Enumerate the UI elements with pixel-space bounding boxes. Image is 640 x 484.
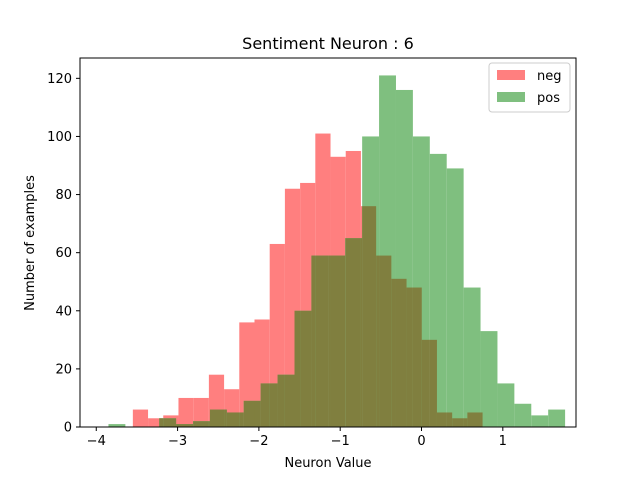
bar-overlap — [285, 375, 295, 427]
legend-swatch-pos — [497, 92, 525, 102]
bar-overlap — [210, 410, 224, 427]
bar-overlap — [452, 418, 463, 427]
bar-overlap — [362, 206, 376, 427]
bar-overlap — [209, 421, 210, 427]
y-tick-label: 40 — [55, 304, 72, 319]
y-tick-label: 100 — [47, 130, 72, 145]
bar-overlap — [430, 340, 437, 427]
bar-overlap — [467, 412, 480, 427]
bar-overlap — [239, 412, 243, 427]
x-tick-label: −4 — [87, 434, 106, 449]
bar-overlap — [391, 279, 396, 427]
y-tick-label: 80 — [55, 188, 72, 203]
bar-overlap — [481, 412, 483, 427]
bar-overlap — [261, 383, 270, 427]
bar-overlap — [447, 412, 452, 427]
legend-label-pos: pos — [537, 91, 560, 106]
bar-pos — [464, 288, 481, 427]
bar-pos — [497, 383, 514, 427]
x-tick-label: −3 — [168, 434, 187, 449]
bar-neg — [178, 398, 193, 427]
legend: neg pos — [489, 63, 570, 112]
chart-title: Sentiment Neuron : 6 — [242, 34, 414, 53]
bar-pos — [548, 410, 565, 427]
bar-overlap — [194, 421, 209, 427]
bar-overlap — [193, 421, 194, 427]
y-axis-label: Number of examples — [23, 175, 38, 311]
bar-overlap — [413, 288, 422, 427]
bar-overlap — [331, 256, 346, 427]
bar-overlap — [328, 256, 330, 427]
y-tick-label: 20 — [55, 362, 72, 377]
bar-overlap — [407, 288, 413, 427]
bar-neg — [133, 410, 148, 427]
bar-overlap — [159, 418, 163, 427]
bar-overlap — [163, 418, 176, 427]
y-tick-label: 60 — [55, 246, 72, 261]
x-tick-label: 1 — [499, 434, 507, 449]
y-tick-label: 120 — [47, 72, 72, 87]
bar-overlap — [379, 256, 391, 427]
x-tick-label: 0 — [417, 434, 425, 449]
y-tick-label: 0 — [64, 421, 72, 436]
x-axis-label: Neuron Value — [284, 456, 371, 471]
bar-pos — [481, 331, 498, 427]
bar-overlap — [278, 375, 285, 427]
bar-overlap — [311, 256, 315, 427]
bar-overlap — [227, 412, 239, 427]
bar-overlap — [315, 256, 328, 427]
bar-overlap — [396, 279, 407, 427]
bar-pos — [447, 168, 464, 427]
bar-overlap — [300, 311, 311, 427]
bar-overlap — [224, 410, 227, 427]
legend-swatch-neg — [497, 70, 525, 80]
bar-overlap — [376, 256, 379, 427]
bar-overlap — [422, 340, 430, 427]
x-tick-label: −1 — [331, 434, 350, 449]
bar-overlap — [346, 238, 361, 427]
x-tick-label: −2 — [249, 434, 268, 449]
bar-overlap — [437, 412, 447, 427]
bar-overlap — [254, 401, 260, 427]
legend-label-neg: neg — [537, 69, 562, 84]
bar-overlap — [244, 401, 255, 427]
bar-pos — [531, 415, 548, 427]
bar-overlap — [294, 311, 300, 427]
bar-pos — [514, 404, 531, 427]
bar-overlap — [270, 383, 278, 427]
bar-overlap — [361, 238, 362, 427]
bar-overlap — [464, 418, 468, 427]
